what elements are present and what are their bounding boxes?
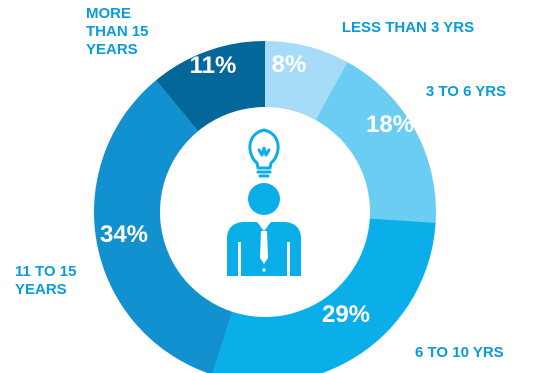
donut-slice (265, 41, 348, 120)
category-label: 11 TO 15 YEARS (15, 263, 76, 298)
percentage-label: 18% (366, 111, 414, 138)
category-label-line: 11 TO 15 (15, 263, 76, 280)
category-labels: LESS THAN 3 YRS 3 TO 6 YRS 6 TO 10 YRS 11 T… (15, 5, 506, 361)
category-label-line: YEARS (15, 281, 67, 298)
donut-slices (94, 41, 436, 373)
donut-slice (212, 218, 436, 373)
category-label: 6 TO 10 YRS (415, 344, 504, 361)
category-label-line: THAN 15 (86, 23, 149, 40)
category-label: MORE THAN 15 YEARS (86, 5, 149, 58)
person-with-lightbulb-icon (227, 128, 301, 276)
percentage-label: 8% (272, 51, 307, 78)
percentage-labels: 8% 18% 29% 34% 11% (100, 51, 414, 328)
category-label: 3 TO 6 YRS (426, 83, 506, 100)
category-label: LESS THAN 3 YRS (342, 19, 474, 36)
category-label-line: 6 TO 10 YRS (415, 344, 504, 361)
lightbulb-icon (248, 128, 280, 178)
percentage-label: 29% (322, 301, 370, 328)
category-label-line: MORE (86, 5, 131, 22)
person-icon (227, 183, 301, 276)
donut-slice (315, 62, 436, 223)
percentage-label: 34% (100, 221, 148, 248)
donut-slice (156, 41, 265, 132)
donut-slice (94, 80, 233, 373)
percentage-label: 11% (190, 52, 237, 79)
category-label-line: 3 TO 6 YRS (426, 83, 506, 100)
category-label-line: LESS THAN 3 YRS (342, 19, 474, 36)
category-label-line: YEARS (86, 41, 138, 58)
